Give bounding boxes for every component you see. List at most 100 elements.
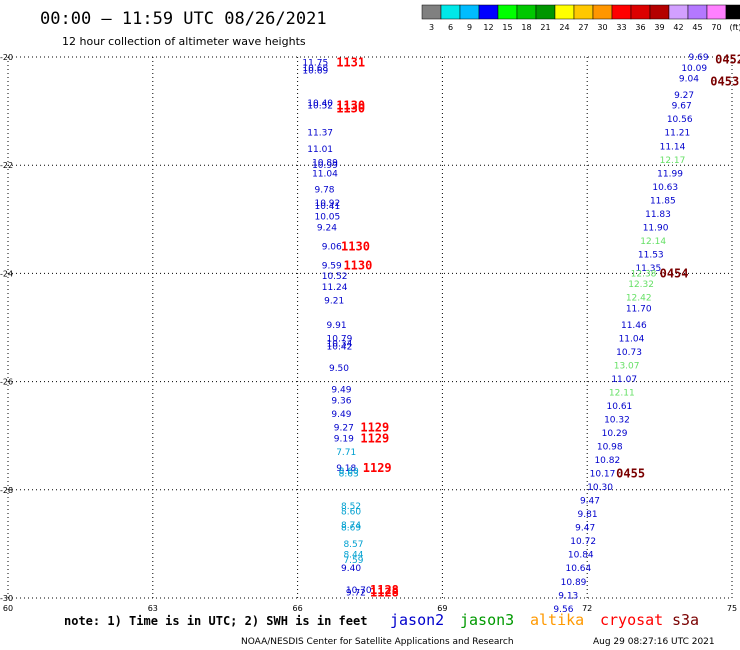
wave-height-point: 11.21 (664, 129, 690, 139)
color-swatch (497, 4, 518, 20)
wave-height-point: 9.47 (580, 497, 600, 507)
wave-height-point: 11.14 (660, 142, 686, 152)
y-tick-label: -26 (0, 378, 13, 387)
pass-time-label: 0454 (660, 266, 689, 280)
generated-timestamp: Aug 29 08:27:16 UTC 2021 (593, 637, 715, 647)
wave-height-point: 9.91 (327, 321, 347, 331)
wave-height-point: 11.07 (611, 375, 637, 385)
plot-area: 60 63 66 69 72 75-20-22-24-26-28-30 11.7510.6… (0, 53, 740, 615)
wave-height-point: 10.82 (594, 456, 620, 466)
pass-time-label: 1130 (341, 239, 370, 253)
legend-jason2: jason2 (390, 611, 444, 629)
x-tick-label: 75 (727, 604, 737, 613)
wave-height-point: 13.07 (614, 361, 640, 371)
color-swatch (421, 4, 442, 20)
color-scale-label: 33 (616, 23, 626, 32)
x-tick-label: 72 (582, 604, 592, 613)
credit-text: NOAA/NESDIS Center for Satellite Applica… (241, 637, 514, 647)
y-tick-label: -28 (0, 486, 13, 495)
wave-height-point: 10.89 (312, 158, 338, 168)
color-scale-label: 42 (673, 23, 683, 32)
grid (7, 56, 733, 599)
wave-height-point: 10.56 (667, 115, 693, 125)
y-tick-label: -30 (0, 594, 13, 603)
wave-height-point: 8.52 (341, 502, 361, 512)
color-scale-label: 6 (448, 23, 453, 32)
wave-height-point: 9.59 (322, 261, 342, 271)
wave-height-point: 9.81 (578, 510, 598, 520)
wave-height-point: 8.69 (341, 524, 361, 534)
wave-height-point: 8.60 (339, 467, 359, 477)
wave-height-point: 9.19 (334, 434, 354, 444)
pass-time-labels: 1131113011301130113011291129112911281128… (336, 53, 740, 600)
color-scale-label: 24 (559, 23, 569, 32)
wave-height-point: 11.04 (619, 334, 645, 344)
wave-height-point: 10.09 (681, 64, 707, 74)
wave-height-point: 10.72 (570, 537, 596, 547)
color-scale-label: 18 (521, 23, 531, 32)
color-swatch (478, 4, 499, 20)
wave-height-point: 9.47 (575, 524, 595, 534)
color-swatch (611, 4, 632, 20)
legend-jason3: jason3 (460, 611, 514, 629)
x-tick-label: 66 (293, 604, 303, 613)
wave-height-point: 12.32 (628, 280, 654, 290)
pass-time-label: 1128 (370, 583, 399, 597)
wave-height-point: 11.01 (307, 145, 333, 155)
satellite-legend: jason2 jason3 altika cryosat s3a (390, 611, 699, 629)
wave-height-point: 8.60 (341, 507, 361, 517)
pass-time-label: 1128 (370, 586, 399, 600)
wave-height-point: 10.63 (652, 183, 678, 193)
color-swatch (725, 4, 740, 20)
wave-height-point: 10.64 (565, 564, 591, 574)
wave-height-point: 12.14 (640, 237, 666, 247)
wave-height-point: 10.84 (568, 551, 594, 561)
pass-time-label: 1129 (363, 461, 392, 475)
wave-height-point: 9.78 (314, 186, 334, 196)
wave-height-point: 9.04 (679, 75, 699, 85)
color-swatch (554, 4, 575, 20)
wave-height-point: 10.34 (327, 340, 353, 350)
color-scale-label: 12 (483, 23, 493, 32)
wave-height-point: 9.49 (331, 410, 351, 420)
color-swatch (516, 4, 537, 20)
wave-height-point: 10.32 (604, 415, 630, 425)
chart-subtitle: 12 hour collection of altimeter wave hei… (62, 35, 306, 48)
color-scale-label: (ft) (729, 23, 740, 32)
y-tick-label: -24 (0, 269, 13, 278)
wave-height-point: 11.37 (307, 129, 333, 139)
wave-height-point: 9.13 (558, 591, 578, 601)
wave-height-point: 7.59 (343, 556, 363, 566)
wave-height-point: 10.61 (607, 402, 633, 412)
color-scale-label: 39 (654, 23, 664, 32)
color-swatch (649, 4, 670, 20)
legend-altika: altika (530, 611, 584, 629)
wave-height-point: 10.98 (597, 443, 623, 453)
wave-height-point: 10.52 (322, 272, 348, 282)
wave-height-point: 10.89 (561, 578, 587, 588)
color-swatch (668, 4, 689, 20)
wave-height-point: 9.49 (331, 386, 351, 396)
x-tick-label: 60 (3, 604, 13, 613)
wave-height-point: 8.74 (341, 521, 361, 531)
wave-height-point: 10.73 (616, 348, 642, 358)
wave-height-point: 9.27 (674, 91, 694, 101)
x-tick-label: 63 (148, 604, 158, 613)
color-scale-label: 21 (540, 23, 550, 32)
wave-height-point: 10.42 (327, 342, 353, 352)
wave-height-point: 12.38 (631, 269, 657, 279)
pass-time-label: 1131 (336, 55, 365, 69)
wave-height-point: 9.72 (346, 589, 366, 599)
wave-height-point: 11.75 (302, 58, 328, 68)
wave-height-point: 9.69 (689, 53, 709, 63)
wave-height-point: 9.27 (334, 424, 354, 434)
wave-height-point: 10.17 (590, 470, 616, 480)
wave-height-point: 11.99 (657, 169, 683, 179)
y-tick-label: -22 (0, 161, 13, 170)
wave-height-point: 10.05 (314, 213, 340, 223)
color-swatch (459, 4, 480, 20)
wave-height-point: 11.85 (650, 196, 676, 206)
wave-height-point: 10.68 (302, 64, 328, 74)
